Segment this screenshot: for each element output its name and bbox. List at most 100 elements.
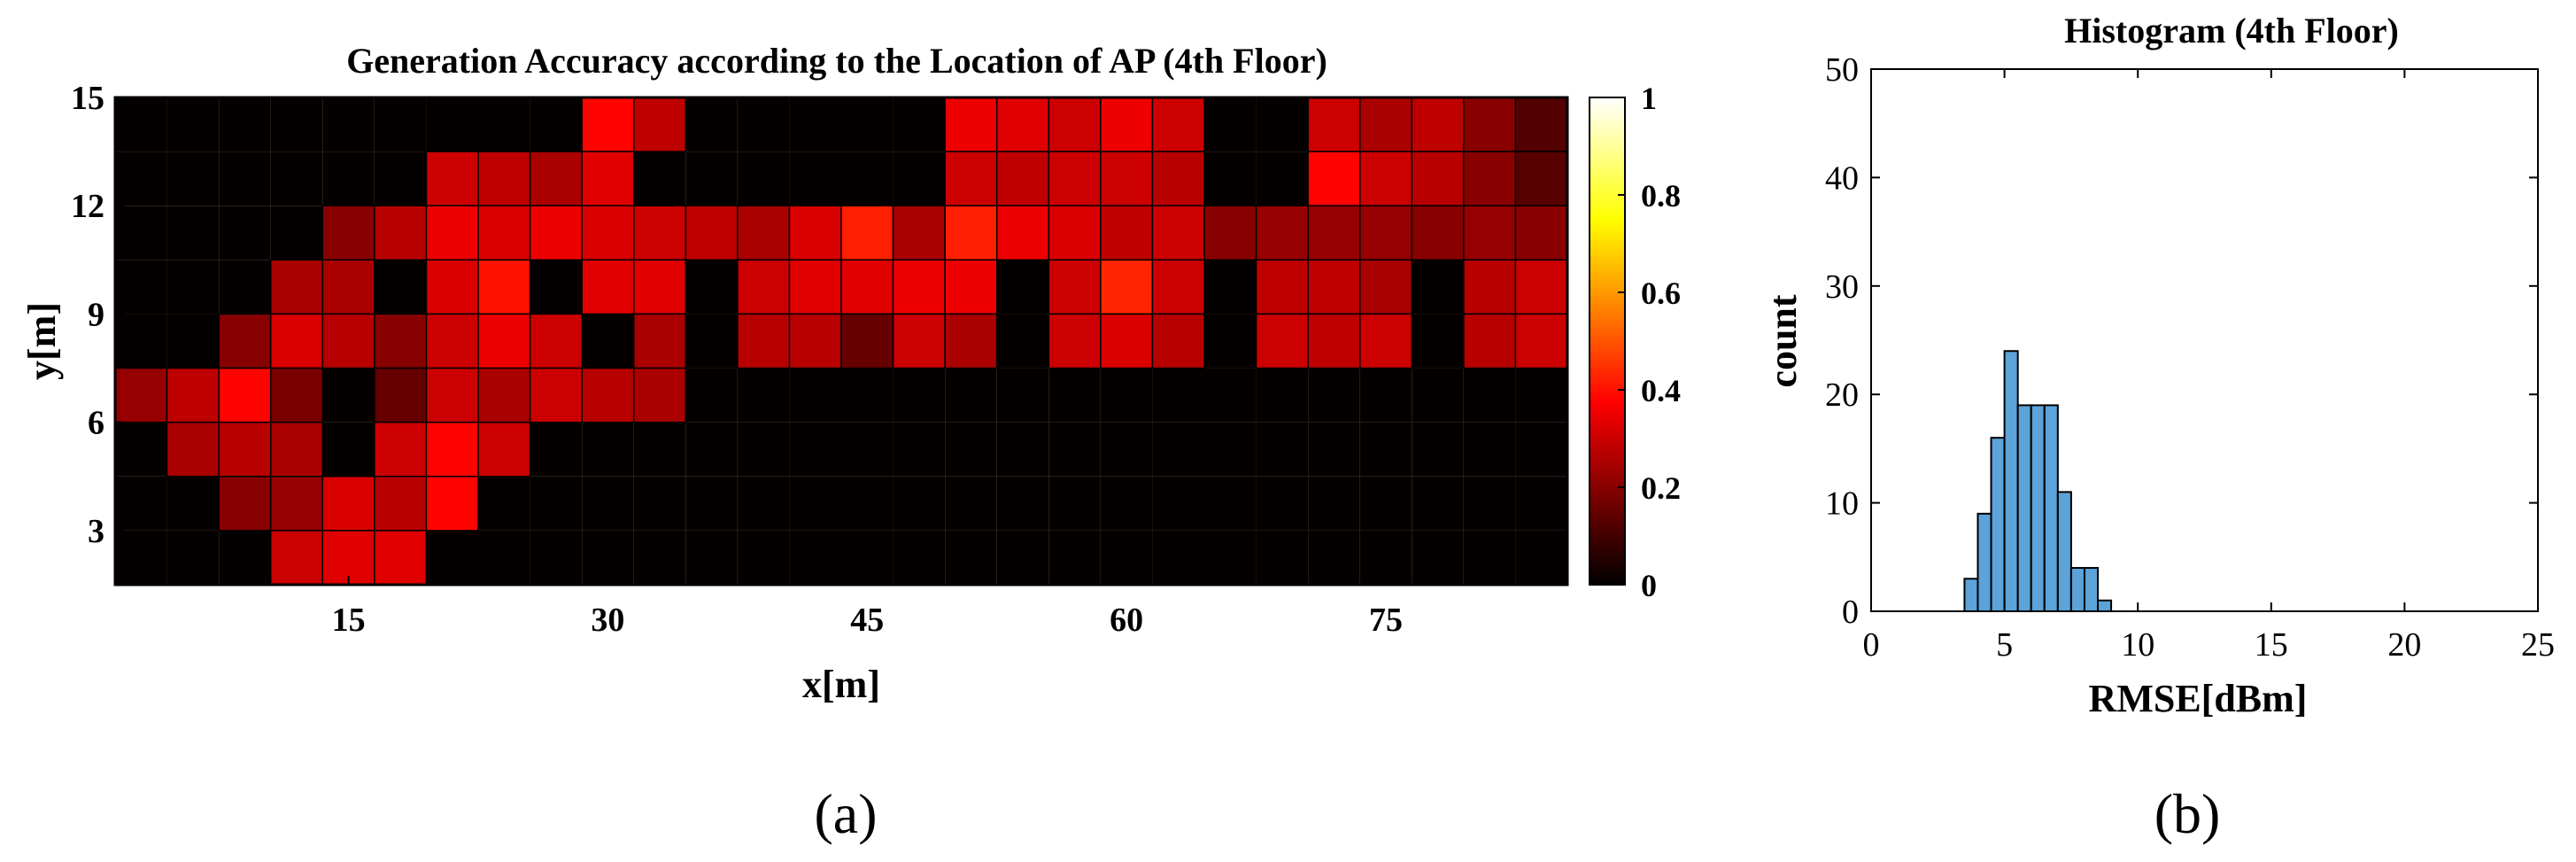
- heatmap-cell: [1463, 259, 1517, 315]
- heatmap-cell: [582, 422, 634, 477]
- heatmap-cell: [1358, 97, 1413, 152]
- heatmap-cell: [166, 530, 220, 585]
- heatmap-cell: [374, 530, 428, 586]
- heatmap-cell: [425, 151, 479, 206]
- heatmap-cell: [321, 313, 375, 369]
- heatmap-cell: [1048, 368, 1101, 423]
- histogram-title: Histogram (4th Floor): [2064, 11, 2399, 50]
- heatmap-y-tick-label: 12: [71, 188, 104, 225]
- heatmap-cell: [166, 151, 220, 206]
- heatmap-cell: [425, 259, 479, 315]
- heatmap-cell: [530, 530, 583, 585]
- heatmap-cell: [581, 205, 635, 261]
- heatmap-cell: [1255, 259, 1309, 315]
- colorbar-gradient: [1589, 97, 1626, 586]
- heatmap-cell: [269, 421, 324, 478]
- heatmap-cell: [1515, 422, 1567, 477]
- heatmap-cell: [1152, 476, 1204, 531]
- heatmap-x-ticks: 15 30 45 60 75: [332, 576, 1403, 639]
- heatmap-cell: [529, 151, 583, 206]
- heatmap-cell: [1463, 97, 1517, 152]
- heatmap-cell: [115, 422, 167, 477]
- heatmap-cell: [322, 97, 375, 152]
- heatmap-cell: [425, 367, 479, 423]
- heatmap-cell: [1151, 151, 1205, 206]
- heatmap-cell: [374, 151, 427, 206]
- heatmap-cell: [1204, 260, 1257, 315]
- heatmap-cell: [789, 151, 841, 206]
- heatmap-cell: [425, 313, 479, 369]
- heatmap-cell: [944, 97, 998, 152]
- heatmap-cell: [1152, 422, 1204, 477]
- heatmap-cell: [1100, 530, 1153, 585]
- heatmap-cell: [789, 368, 841, 423]
- heatmap-cell: [1256, 151, 1309, 206]
- heatmap-cell: [1048, 313, 1102, 369]
- heatmap-cell: [737, 259, 791, 315]
- heatmap-cell: [841, 476, 893, 531]
- heatmap-cell: [633, 476, 686, 531]
- heatmap-cell: [374, 476, 428, 532]
- heatmap-cell: [789, 97, 841, 152]
- histogram-y-ticks: 0 10 20 30 40 50: [1825, 51, 2538, 631]
- heatmap-cell: [477, 367, 531, 423]
- histogram-x-tick-label: 5: [1996, 626, 2013, 664]
- heatmap-cell: [1256, 97, 1309, 152]
- heatmap-cell: [115, 530, 167, 585]
- heatmap-cell: [1100, 313, 1154, 369]
- heatmap-cell: [1514, 151, 1568, 206]
- heatmap-cell: [1204, 151, 1257, 206]
- heatmap-cell: [115, 314, 167, 369]
- heatmap-cell: [269, 367, 324, 423]
- heatmap-cell: [321, 259, 375, 315]
- heatmap-cell: [1463, 530, 1516, 585]
- heatmap-cell: [321, 476, 375, 532]
- heatmap-cell: [945, 422, 997, 477]
- histogram-bar: [2083, 567, 2100, 612]
- heatmap-cell: [632, 205, 687, 261]
- heatmap-cell: [1412, 476, 1464, 531]
- histogram-y-tick-label: 20: [1825, 377, 1859, 414]
- heatmap-cell: [269, 259, 324, 315]
- heatmap-x-tick-label: 45: [850, 602, 884, 639]
- heatmap-x-tick-label: 60: [1110, 602, 1143, 639]
- heatmap-cell: [632, 97, 687, 152]
- heatmap-cell: [530, 260, 583, 315]
- heatmap-cell: [581, 97, 635, 152]
- heatmap-cell: [477, 205, 531, 261]
- heatmap-cell: [1515, 530, 1567, 585]
- heatmap-cell: [892, 313, 946, 369]
- heatmap-cell: [737, 368, 790, 423]
- heatmap-cell: [1100, 476, 1153, 531]
- heatmap-y-ticks: 3 6 9 12 15: [71, 80, 124, 550]
- heatmap-panel: Generation Accuracy according to the Loc…: [20, 41, 1569, 706]
- heatmap-cell: [632, 367, 687, 423]
- heatmap-y-label: y[m]: [20, 302, 64, 380]
- heatmap-cell: [477, 259, 531, 315]
- heatmap-cell: [1100, 97, 1154, 152]
- heatmap-cell: [632, 259, 687, 315]
- heatmap-cell: [1204, 422, 1257, 477]
- heatmap-cell: [115, 151, 167, 206]
- heatmap-cell: [841, 368, 893, 423]
- heatmap-cell: [478, 97, 530, 152]
- histogram-y-tick-label: 30: [1825, 268, 1859, 306]
- heatmap-cell: [1411, 205, 1465, 261]
- heatmap-cell: [581, 367, 635, 423]
- heatmap-cell: [996, 476, 1049, 531]
- heatmap-cell: [737, 476, 790, 531]
- heatmap-cell: [945, 476, 997, 531]
- heatmap-cell: [944, 259, 998, 315]
- heatmap-cell: [737, 530, 790, 585]
- heatmap-cell: [1203, 205, 1257, 261]
- heatmap-x-tick-label: 75: [1369, 602, 1403, 639]
- heatmap-cell: [374, 97, 427, 152]
- heatmap-cell: [166, 476, 220, 531]
- heatmap-cell: [1204, 476, 1257, 531]
- heatmap-cell: [1307, 97, 1361, 152]
- colorbar-tick-label: 0.6: [1641, 276, 1681, 311]
- heatmap-cell: [1514, 313, 1568, 369]
- heatmap-cell: [841, 151, 893, 206]
- heatmap-cell: [789, 476, 841, 531]
